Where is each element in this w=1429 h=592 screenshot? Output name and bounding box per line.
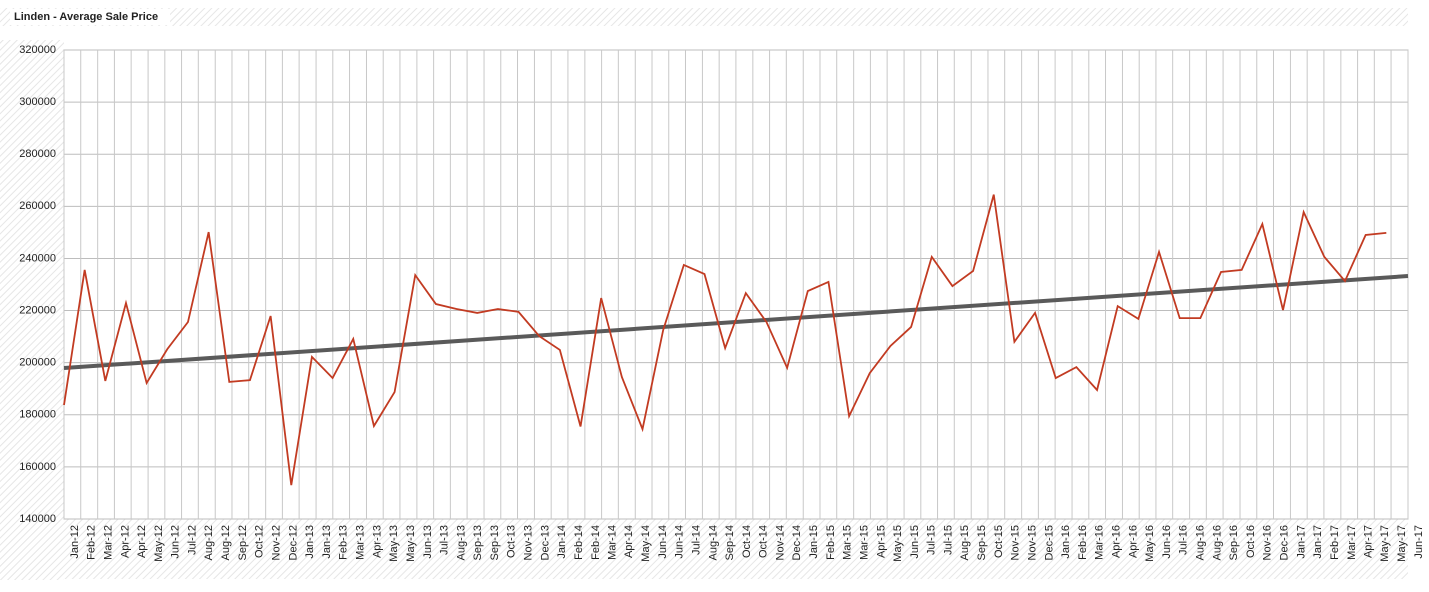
x-axis-band xyxy=(64,519,1408,579)
x-tick-label: Apr-16 xyxy=(1110,525,1122,558)
title-band xyxy=(0,8,1408,26)
x-tick-label: Jun-14 xyxy=(674,525,686,559)
x-tick-label: Apr-15 xyxy=(875,525,887,558)
x-tick-label: Apr-12 xyxy=(119,525,131,558)
x-tick-label: Apr-13 xyxy=(371,525,383,558)
x-tick-label: Jan-13 xyxy=(321,525,333,559)
x-tick-label: Jul-14 xyxy=(690,525,702,555)
y-tick-label: 160000 xyxy=(19,461,56,473)
x-tick-label: May-13 xyxy=(388,525,400,562)
x-tick-label: May-17 xyxy=(1379,525,1391,562)
x-tick-label: Dec-12 xyxy=(287,525,299,560)
y-tick-label: 220000 xyxy=(19,304,56,316)
x-tick-label: Jun-17 xyxy=(1413,525,1425,559)
x-tick-label: Jan-16 xyxy=(1060,525,1072,559)
x-tick-label: Jan-12 xyxy=(69,525,81,559)
x-tick-label: Jun-13 xyxy=(422,525,434,559)
x-tick-label: Aug-16 xyxy=(1211,525,1223,560)
x-tick-label: Jan-17 xyxy=(1312,525,1324,559)
x-tick-label: Jun-16 xyxy=(1161,525,1173,559)
x-tick-label: Mar-12 xyxy=(103,525,115,560)
x-tick-label: Jul-12 xyxy=(186,525,198,555)
x-tick-label: Jun-12 xyxy=(170,525,182,559)
x-tick-label: Oct-16 xyxy=(1245,525,1257,558)
x-tick-label: Apr-16 xyxy=(1127,525,1139,558)
x-tick-label: Jun-14 xyxy=(657,525,669,559)
y-tick-label: 140000 xyxy=(19,513,56,525)
x-tick-label: Sep-16 xyxy=(1228,525,1240,560)
x-tick-label: Jul-16 xyxy=(1178,525,1190,555)
x-tick-label: Dec-15 xyxy=(1043,525,1055,560)
chart-title: Linden - Average Sale Price xyxy=(14,11,158,23)
x-tick-label: May-15 xyxy=(892,525,904,562)
x-tick-label: Apr-12 xyxy=(136,525,148,558)
x-tick-label: Nov-13 xyxy=(522,525,534,560)
x-tick-label: Feb-14 xyxy=(590,525,602,560)
x-tick-label: Jul-15 xyxy=(942,525,954,555)
x-tick-label: Jun-15 xyxy=(909,525,921,559)
y-tick-label: 200000 xyxy=(19,357,56,369)
y-tick-label: 260000 xyxy=(19,200,56,212)
x-tick-label: Mar-15 xyxy=(859,525,871,560)
x-tick-label: Nov-15 xyxy=(1010,525,1022,560)
x-tick-label: Apr-14 xyxy=(623,525,635,558)
x-tick-label: Mar-13 xyxy=(354,525,366,560)
x-tick-label: Dec-13 xyxy=(539,525,551,560)
x-tick-label: Nov-15 xyxy=(1027,525,1039,560)
x-tick-label: Jan-15 xyxy=(808,525,820,559)
x-tick-label: Mar-15 xyxy=(842,525,854,560)
x-tick-label: Feb-14 xyxy=(573,525,585,560)
x-tick-label: May-14 xyxy=(640,525,652,562)
x-tick-label: Sep-15 xyxy=(976,525,988,560)
x-tick-label: May-16 xyxy=(1144,525,1156,562)
x-tick-label: Oct-15 xyxy=(993,525,1005,558)
x-tick-label: Jan-14 xyxy=(556,525,568,559)
x-tick-label: Nov-12 xyxy=(271,525,283,560)
x-tick-label: Aug-13 xyxy=(455,525,467,560)
x-tick-label: Jan-17 xyxy=(1295,525,1307,559)
x-tick-label: May-12 xyxy=(153,525,165,562)
x-tick-label: Feb-12 xyxy=(86,525,98,560)
y-tick-label: 240000 xyxy=(19,252,56,264)
x-tick-label: Sep-12 xyxy=(237,525,249,560)
x-tick-label: May-17 xyxy=(1396,525,1408,562)
x-tick-label: Aug-12 xyxy=(220,525,232,560)
x-tick-label: Aug-15 xyxy=(959,525,971,560)
x-tick-label: Oct-13 xyxy=(506,525,518,558)
x-tick-label: Feb-13 xyxy=(338,525,350,560)
x-tick-label: Oct-12 xyxy=(254,525,266,558)
x-tick-label: Sep-13 xyxy=(472,525,484,560)
data-line xyxy=(63,194,1387,486)
y-tick-label: 180000 xyxy=(19,409,56,421)
x-tick-label: Oct-14 xyxy=(758,525,770,558)
y-axis-band xyxy=(0,40,64,580)
x-tick-label: Aug-12 xyxy=(203,525,215,560)
x-tick-label: Sep-13 xyxy=(489,525,501,560)
x-tick-label: Apr-17 xyxy=(1362,525,1374,558)
x-tick-label: Mar-16 xyxy=(1094,525,1106,560)
x-tick-label: Aug-14 xyxy=(707,525,719,560)
x-tick-label: Feb-16 xyxy=(1077,525,1089,560)
x-tick-label: Dec-14 xyxy=(791,525,803,560)
x-tick-label: Mar-14 xyxy=(607,525,619,560)
x-tick-label: Sep-14 xyxy=(724,525,736,560)
y-tick-label: 280000 xyxy=(19,148,56,160)
x-tick-label: Jul-13 xyxy=(439,525,451,555)
x-tick-label: Oct-14 xyxy=(741,525,753,558)
x-tick-label: Jan-13 xyxy=(304,525,316,559)
x-tick-label: Mar-17 xyxy=(1346,525,1358,560)
x-tick-label: Nov-14 xyxy=(774,525,786,560)
x-tick-label: Aug-16 xyxy=(1195,525,1207,560)
x-tick-label: Feb-15 xyxy=(825,525,837,560)
x-tick-label: Jul-15 xyxy=(926,525,938,555)
x-tick-label: May-13 xyxy=(405,525,417,562)
y-tick-label: 320000 xyxy=(19,44,56,56)
y-tick-label: 300000 xyxy=(19,96,56,108)
x-tick-label: Dec-16 xyxy=(1278,525,1290,560)
x-tick-label: Nov-16 xyxy=(1262,525,1274,560)
title-bg xyxy=(10,9,170,25)
x-tick-label: Feb-17 xyxy=(1329,525,1341,560)
trend-line xyxy=(63,274,1409,371)
